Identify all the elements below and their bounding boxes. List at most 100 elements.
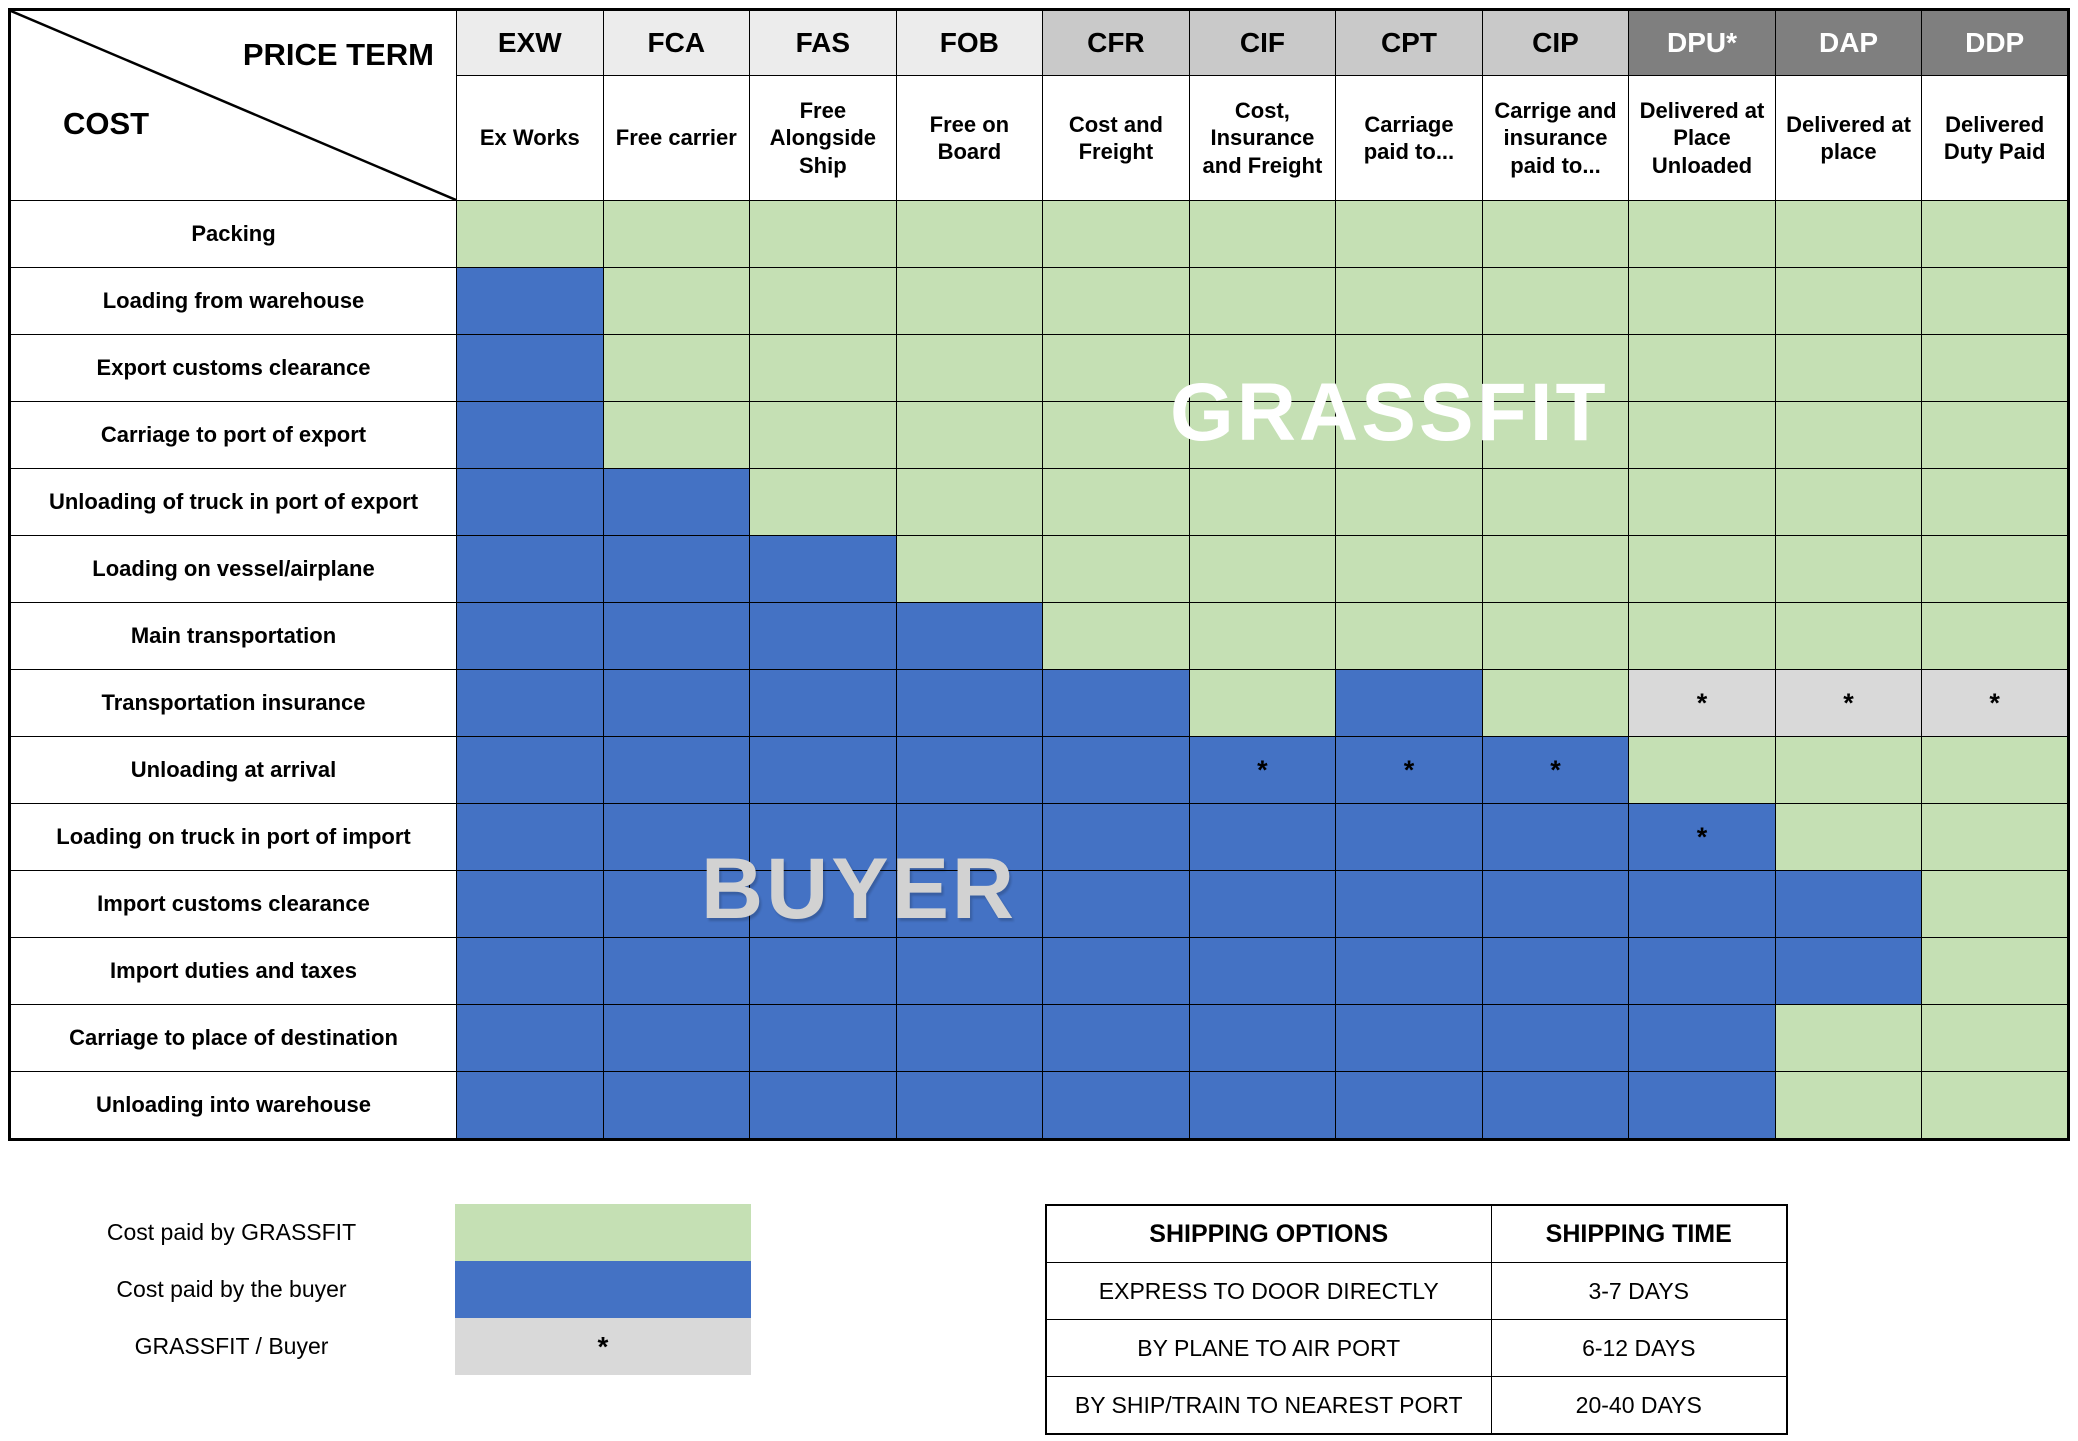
price-term-name: Delivered at Place Unloaded	[1628, 75, 1776, 201]
matrix-cell	[1188, 803, 1337, 871]
matrix-cell	[1628, 602, 1776, 670]
matrix-cell: *	[1628, 669, 1776, 737]
matrix-cell	[602, 669, 751, 737]
matrix-cell	[1335, 267, 1483, 335]
shipping-option: EXPRESS TO DOOR DIRECTLY	[1045, 1262, 1492, 1320]
matrix-cell	[456, 937, 604, 1005]
cost-row-label: Carriage to place of destination	[9, 1004, 457, 1072]
matrix-cell	[456, 1004, 604, 1072]
cost-label: COST	[63, 106, 150, 141]
cost-row-label: Transportation insurance	[9, 669, 457, 737]
matrix-cell	[602, 267, 751, 335]
matrix-cell	[456, 736, 604, 804]
matrix-cell	[602, 1004, 751, 1072]
matrix-cell	[1921, 870, 2069, 938]
matrix-cell	[749, 803, 897, 871]
matrix-cell	[1335, 870, 1483, 938]
matrix-cell	[1774, 401, 1923, 469]
matrix-cell	[1628, 535, 1776, 603]
matrix-cell	[1921, 200, 2069, 268]
price-term-code: EXW	[456, 9, 604, 76]
shipping-header-row: SHIPPING OPTIONS SHIPPING TIME	[1045, 1204, 1788, 1263]
matrix-cell	[1188, 602, 1337, 670]
shipping-option: BY PLANE TO AIR PORT	[1045, 1319, 1492, 1377]
matrix-cell	[1921, 602, 2069, 670]
matrix-cell	[1774, 736, 1923, 804]
price-term-label: PRICE TERM	[242, 37, 434, 72]
shipping-row: BY SHIP/TRAIN TO NEAREST PORT 20-40 DAYS	[1045, 1376, 1788, 1435]
table-row: Loading on truck in port of import *	[9, 803, 2069, 871]
price-term-name: Ex Works	[456, 75, 604, 201]
matrix-cell	[602, 334, 751, 402]
matrix-cell	[1628, 1004, 1776, 1072]
matrix-cell	[1628, 736, 1776, 804]
matrix-cell	[895, 267, 1044, 335]
matrix-cell	[1188, 468, 1337, 536]
shipping-time: 3-7 DAYS	[1490, 1262, 1788, 1320]
matrix-cell	[1774, 870, 1923, 938]
matrix-cell	[1335, 803, 1483, 871]
matrix-cell	[602, 937, 751, 1005]
cost-row-label: Import customs clearance	[9, 870, 457, 938]
corner-cell: PRICE TERM COST	[9, 9, 457, 201]
matrix-cell	[1481, 1004, 1630, 1072]
matrix-cell	[1188, 669, 1337, 737]
price-term-code: CPT	[1335, 9, 1483, 76]
legend-swatch: *	[455, 1318, 751, 1375]
matrix-cell	[602, 602, 751, 670]
matrix-cell	[1921, 401, 2069, 469]
matrix-cell	[1188, 937, 1337, 1005]
matrix-cell	[1188, 870, 1337, 938]
shipping-body: EXPRESS TO DOOR DIRECTLY 3-7 DAYS BY PLANE…	[1045, 1262, 1788, 1435]
matrix-cell	[1921, 1071, 2069, 1140]
matrix-cell	[456, 1071, 604, 1140]
matrix-cell: *	[1481, 736, 1630, 804]
matrix-cell	[1188, 535, 1337, 603]
matrix-cell	[1335, 468, 1483, 536]
shipping-table: SHIPPING OPTIONS SHIPPING TIME EXPRESS TO…	[1045, 1204, 1788, 1435]
matrix-cell	[1042, 401, 1190, 469]
matrix-cell	[1628, 468, 1776, 536]
matrix-cell	[1481, 334, 1630, 402]
price-term-code: DAP	[1774, 9, 1923, 76]
cost-row-label: Import duties and taxes	[9, 937, 457, 1005]
price-term-name: Free on Board	[895, 75, 1044, 201]
price-term-code: CFR	[1042, 9, 1190, 76]
matrix-cell	[1042, 937, 1190, 1005]
matrix-cell	[456, 401, 604, 469]
matrix-cell	[456, 602, 604, 670]
matrix-cell	[895, 334, 1044, 402]
price-term-code-row: PRICE TERM COST EXW FCA FAS FOB CFR CIF CPT CIP…	[9, 9, 2069, 201]
price-term-name: Cost and Freight	[1042, 75, 1190, 201]
matrix-cell	[1921, 937, 2069, 1005]
matrix-cell	[456, 267, 604, 335]
matrix-cell	[1774, 535, 1923, 603]
shipping-column-header: SHIPPING OPTIONS	[1045, 1204, 1492, 1263]
matrix-cell	[602, 736, 751, 804]
matrix-cell	[456, 870, 604, 938]
matrix-cell	[749, 535, 897, 603]
matrix-cell	[1921, 334, 2069, 402]
incoterms-table: PRICE TERM COST EXW FCA FAS FOB CFR CIF CPT CIP…	[8, 8, 2070, 1141]
shipping-row: EXPRESS TO DOOR DIRECTLY 3-7 DAYS	[1045, 1262, 1788, 1320]
matrix-cell	[1335, 602, 1483, 670]
price-term-name: Carriage paid to...	[1335, 75, 1483, 201]
matrix-cell	[1335, 200, 1483, 268]
matrix-cell	[1774, 937, 1923, 1005]
matrix-cell	[456, 669, 604, 737]
table-row: Export customs clearance	[9, 334, 2069, 402]
matrix-cell	[1335, 1071, 1483, 1140]
shipping-time: 20-40 DAYS	[1490, 1376, 1788, 1435]
matrix-cell	[1774, 803, 1923, 871]
matrix-cell	[1188, 200, 1337, 268]
matrix-cell	[1774, 468, 1923, 536]
table-row: Unloading of truck in port of export	[9, 468, 2069, 536]
matrix-cell	[1628, 267, 1776, 335]
matrix-cell	[602, 401, 751, 469]
matrix-cell	[895, 1004, 1044, 1072]
matrix-cell	[1774, 1071, 1923, 1140]
cost-row-label: Loading on truck in port of import	[9, 803, 457, 871]
matrix-cell	[456, 200, 604, 268]
matrix-cell	[1042, 736, 1190, 804]
incoterms-matrix: PRICE TERM COST EXW FCA FAS FOB CFR CIF CPT CIP…	[8, 8, 2070, 1141]
